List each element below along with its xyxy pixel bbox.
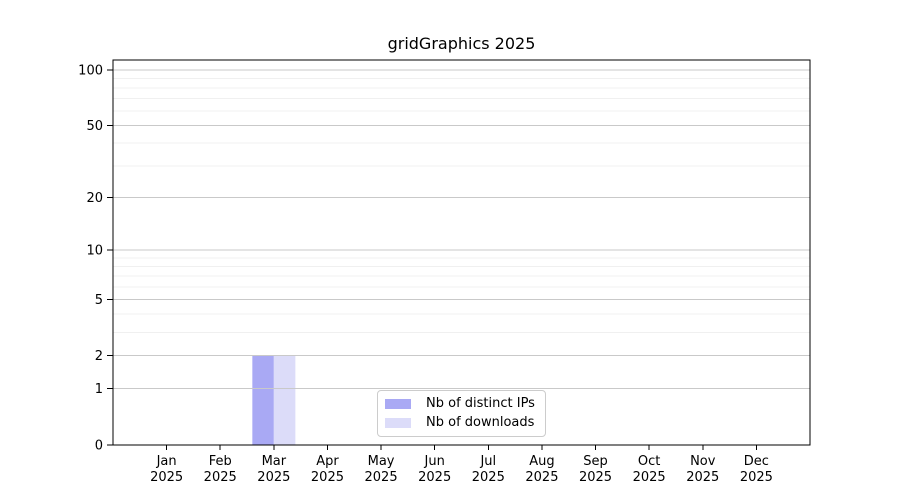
y-tick-label: 5	[95, 293, 103, 308]
x-tick-label-year: 2025	[633, 470, 666, 485]
x-tick-label-month: Nov	[690, 454, 716, 469]
x-tick-label-month: Aug	[529, 454, 554, 469]
legend-label-distinct-ips: Nb of distinct IPs	[426, 396, 535, 411]
x-tick-label-month: Sep	[583, 454, 608, 469]
legend-swatch-distinct-ips	[385, 399, 411, 409]
x-tick-label-year: 2025	[740, 470, 773, 485]
x-tick-label-month: Mar	[262, 454, 287, 469]
axis-frame	[112, 59, 811, 446]
y-tick-label: 1	[95, 382, 103, 397]
legend-item-downloads: Nb of downloads	[385, 416, 535, 430]
x-tick-label-year: 2025	[418, 470, 451, 485]
x-tick-label-year: 2025	[472, 470, 505, 485]
legend-swatch-downloads	[385, 418, 411, 428]
x-tick-label-month: Oct	[638, 454, 660, 469]
x-tick-label-month: May	[368, 454, 395, 469]
legend: Nb of distinct IPs Nb of downloads	[377, 390, 546, 437]
legend-label-downloads: Nb of downloads	[426, 415, 535, 430]
x-tick-label-year: 2025	[150, 470, 183, 485]
x-tick-label-year: 2025	[257, 470, 290, 485]
x-tick-label-month: Jun	[424, 454, 445, 469]
x-tick-label-year: 2025	[365, 470, 398, 485]
y-tick-label: 0	[95, 439, 103, 454]
chart-title: gridGraphics 2025	[387, 34, 536, 53]
x-tick-label-month: Apr	[316, 454, 339, 469]
legend-item-distinct-ips: Nb of distinct IPs	[385, 397, 535, 411]
bar-downloads	[273, 355, 296, 445]
x-tick-label-month: Jul	[479, 454, 496, 469]
x-tick-label-month: Jan	[156, 454, 177, 469]
x-tick-label-year: 2025	[525, 470, 558, 485]
y-tick-label: 20	[86, 191, 103, 206]
x-tick-label-year: 2025	[311, 470, 344, 485]
x-tick-label-year: 2025	[579, 470, 612, 485]
y-tick-label: 2	[95, 349, 103, 364]
x-tick-label-year: 2025	[686, 470, 719, 485]
y-tick-label: 10	[86, 244, 103, 259]
y-tick-label: 50	[86, 119, 103, 134]
x-tick-label-month: Feb	[209, 454, 232, 469]
x-tick-label-year: 2025	[204, 470, 237, 485]
y-tick-label: 100	[78, 63, 103, 78]
x-tick-label-month: Dec	[744, 454, 769, 469]
bar-distinct-ips	[252, 355, 274, 445]
